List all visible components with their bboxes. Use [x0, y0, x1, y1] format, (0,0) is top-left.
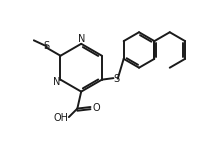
Text: S: S — [44, 41, 50, 51]
Text: S: S — [114, 74, 120, 84]
Text: N: N — [53, 77, 61, 87]
Text: O: O — [93, 103, 100, 113]
Text: OH: OH — [53, 113, 68, 123]
Text: N: N — [78, 35, 85, 44]
